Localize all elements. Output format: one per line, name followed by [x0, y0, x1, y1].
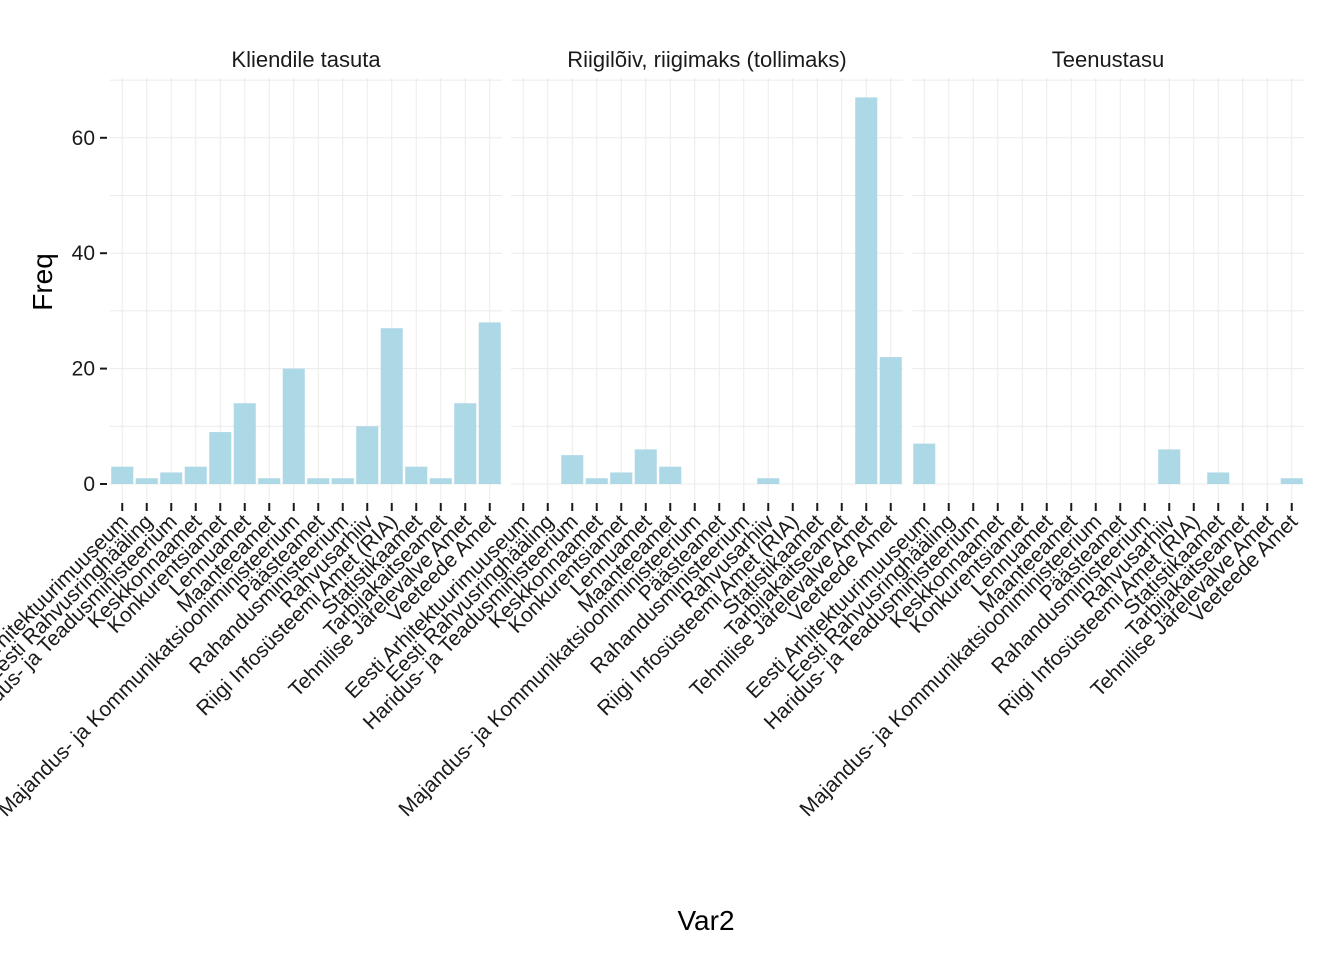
- bar: [356, 426, 379, 484]
- bar: [913, 443, 936, 484]
- bar: [454, 403, 477, 484]
- bar: [1158, 449, 1181, 484]
- bar: [561, 455, 584, 484]
- bar: [1280, 478, 1303, 484]
- bar: [757, 478, 780, 484]
- bar: [879, 357, 902, 484]
- y-axis-title: Freq: [27, 253, 58, 311]
- y-tick-label: 0: [83, 473, 95, 496]
- bar: [634, 449, 657, 484]
- bar: [307, 478, 330, 484]
- facet-panel: Kliendile tasutaEesti Arhitektuurimuuseu…: [0, 47, 502, 821]
- bar: [233, 403, 256, 484]
- facet-panel: Riigilõiv, riigimaks (tollimaks)Eesti Ar…: [341, 47, 903, 821]
- bar: [160, 472, 183, 484]
- bar: [855, 97, 878, 484]
- bar: [282, 368, 305, 484]
- bar: [659, 466, 682, 484]
- facets-layer: Kliendile tasutaEesti Arhitektuurimuuseu…: [0, 47, 1304, 821]
- y-tick-label: 20: [72, 358, 95, 381]
- bar: [429, 478, 452, 484]
- facet-strip-label: Teenustasu: [1052, 47, 1165, 72]
- bar: [610, 472, 633, 484]
- bar: [258, 478, 281, 484]
- y-tick-label: 60: [72, 127, 95, 150]
- bar: [111, 466, 134, 484]
- bar: [135, 478, 158, 484]
- x-axis-title: Var2: [677, 905, 734, 936]
- bar: [585, 478, 608, 484]
- bar: [209, 432, 232, 484]
- bar: [1207, 472, 1230, 484]
- bar: [380, 328, 403, 484]
- bar: [405, 466, 428, 484]
- y-tick-label: 40: [72, 242, 95, 265]
- bar: [184, 466, 207, 484]
- y-axis: 0 20 40 60: [72, 127, 107, 496]
- bar: [331, 478, 354, 484]
- facet-strip-label: Riigilõiv, riigimaks (tollimaks): [567, 47, 847, 72]
- facet-strip-label: Kliendile tasuta: [231, 47, 381, 72]
- bar: [478, 322, 501, 484]
